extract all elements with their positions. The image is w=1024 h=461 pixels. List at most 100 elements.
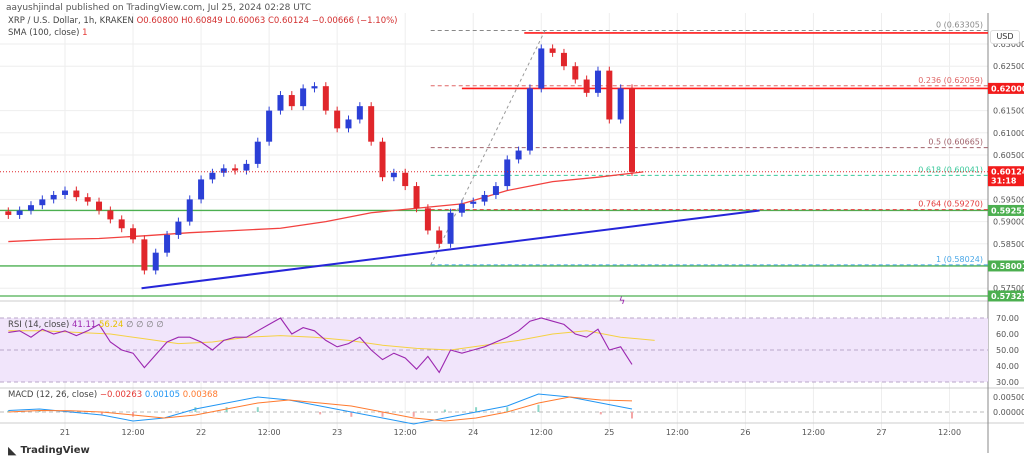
rsi-ma-line <box>8 330 655 351</box>
macd-legend[interactable]: MACD (12, 26, close) −0.00263 0.00105 0.… <box>8 390 218 400</box>
price-axis-label: 0.61500 <box>993 107 1024 116</box>
candle <box>379 141 386 178</box>
candle <box>152 252 159 271</box>
ohlc-low: L0.60063 <box>225 16 266 26</box>
time-axis-label: 12:00 <box>122 428 145 437</box>
candle <box>288 95 295 107</box>
sma-100-line <box>8 171 644 243</box>
price-axis-label: 0.57500 <box>993 284 1024 293</box>
candle <box>345 119 352 129</box>
rsi-axis-label: 30.00 <box>996 378 1019 387</box>
price-tag <box>988 204 1024 216</box>
symbol-legend: XRP / U.S. Dollar, 1h, KRAKEN O0.60800 H… <box>8 16 398 26</box>
candle <box>300 88 307 107</box>
macd-line-value: 0.00105 <box>144 390 180 400</box>
sma-value: 1 <box>82 28 88 38</box>
brand-label: TradingView <box>20 445 90 456</box>
candle <box>594 70 601 93</box>
candle <box>390 172 397 178</box>
candle <box>447 212 454 244</box>
price-axis-label: 0.60500 <box>993 151 1024 160</box>
candle <box>470 201 477 204</box>
candle <box>164 234 171 253</box>
time-axis-label: 12:00 <box>258 428 281 437</box>
candle <box>107 210 114 220</box>
price-tag-label: 0.59251 <box>991 206 1024 215</box>
time-axis-label: 27 <box>876 428 886 437</box>
candle <box>402 172 409 187</box>
price-tag-label: 0.57325 <box>991 292 1024 301</box>
sma-label: SMA (100, close) <box>8 28 80 38</box>
price-chart[interactable]: 21 12:00 22 12:00 23 12:00 24 12:00 25 12:00 26 12:… <box>0 13 1024 461</box>
fib-level-label: 1 (0.58024) <box>936 255 983 264</box>
time-axis-label: 22 <box>196 428 206 437</box>
candle <box>583 79 590 93</box>
symbol-title: XRP / U.S. Dollar, 1h, KRAKEN <box>8 16 134 26</box>
candle <box>141 239 148 271</box>
price-axis-label: 0.59500 <box>993 195 1024 204</box>
price-tag-label: 0.62000 <box>991 84 1024 93</box>
time-axis-label: 25 <box>604 428 614 437</box>
rsi-axis-label: 40.00 <box>996 362 1019 371</box>
price-tag-label: 0.58001 <box>991 262 1024 271</box>
candle <box>118 219 125 229</box>
price-tag <box>988 290 1024 302</box>
macd-axis-label: 0.00000 <box>993 408 1024 417</box>
candle <box>526 88 533 151</box>
candle <box>334 110 341 129</box>
candle <box>27 205 34 211</box>
fib-level-label: 0.236 (0.62059) <box>918 76 983 85</box>
time-axis-label: 21 <box>60 428 70 437</box>
time-axis-label: 12:00 <box>666 428 689 437</box>
candle <box>538 48 545 89</box>
price-tag <box>988 260 1024 272</box>
candle <box>209 172 216 180</box>
chart-frame[interactable]: 21 12:00 22 12:00 23 12:00 24 12:00 25 12:00 26 12:… <box>0 13 1024 461</box>
ohlc-open: O0.60800 <box>136 16 179 26</box>
candle <box>50 194 57 200</box>
currency-button[interactable]: USD <box>990 30 1020 44</box>
price-axis-label: 0.61000 <box>993 129 1024 138</box>
candle <box>368 106 375 142</box>
candle <box>606 70 613 120</box>
candle <box>39 199 46 206</box>
candle <box>175 221 182 235</box>
fib-level-label: 0.764 (0.59270) <box>918 200 983 209</box>
price-axis-label: 0.62500 <box>993 62 1024 71</box>
time-axis-label: 12:00 <box>394 428 417 437</box>
time-axis-label: 12:00 <box>938 428 961 437</box>
fib-level-label: 0.5 (0.60665) <box>928 138 983 147</box>
candle <box>572 66 579 80</box>
candle <box>277 95 284 111</box>
candle <box>266 110 273 142</box>
macd-axis-label: 0.00500 <box>993 393 1024 402</box>
ascending-trendline <box>141 209 760 290</box>
candle <box>413 186 420 209</box>
time-axis-label: 12:00 <box>530 428 553 437</box>
candle <box>322 86 329 111</box>
fib-level-label: 0 (0.63305) <box>936 20 983 29</box>
candle <box>62 190 68 195</box>
candle <box>560 52 567 67</box>
macd-signal-line <box>8 396 633 422</box>
rsi-legend[interactable]: RSI (14, close) 41.11 56.24 ∅ ∅ ∅ ∅ <box>8 320 164 330</box>
macd-signal-value: 0.00368 <box>182 390 218 400</box>
lightning-icon: ϟ <box>619 296 626 307</box>
price-axis-label: 0.59000 <box>993 218 1024 227</box>
candle <box>515 150 522 160</box>
sma-legend[interactable]: SMA (100, close) 1 <box>8 28 88 38</box>
time-axis-label: 23 <box>332 428 342 437</box>
rsi-line <box>8 317 633 374</box>
rsi-extra: ∅ ∅ ∅ ∅ <box>126 320 164 330</box>
candle <box>549 48 556 53</box>
tradingview-logo[interactable]: ◣ TradingView <box>8 444 90 457</box>
rsi-axis-label: 60.00 <box>996 330 1019 339</box>
time-axis-label: 26 <box>740 428 750 437</box>
rsi-axis-label: 70.00 <box>996 314 1019 323</box>
candle <box>356 106 363 120</box>
candle <box>436 230 443 244</box>
price-tag-countdown: 31:18 <box>991 177 1017 186</box>
ohlc-close: C0.60124 <box>267 16 310 26</box>
price-axis-label: 0.58500 <box>993 240 1024 249</box>
candle <box>617 88 624 120</box>
